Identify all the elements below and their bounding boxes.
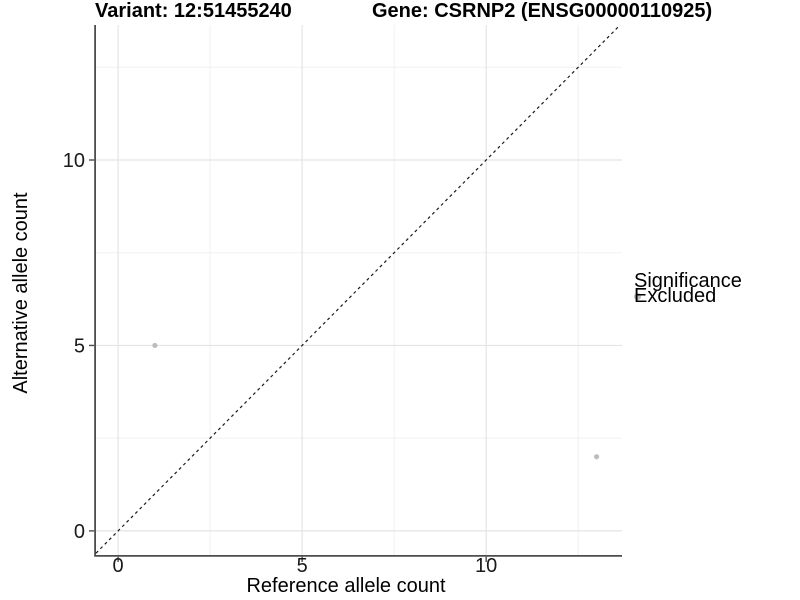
x-tick-label: 0 [113, 555, 124, 577]
y-axis-title: Alternative allele count [10, 192, 32, 394]
legend-title: Significance [634, 270, 742, 292]
variant-title: Variant: 12:51455240 [95, 0, 292, 22]
legend-item-label: Excluded [634, 285, 717, 307]
identity-dashed-line [95, 24, 621, 554]
legend-item-excluded: Excluded [634, 286, 794, 307]
gene-title: Gene: CSRNP2 (ENSG00000110925) [372, 0, 713, 22]
legend: Significance Excluded [634, 270, 794, 307]
data-point [152, 342, 158, 349]
x-tick-label: 5 [297, 555, 308, 577]
x-axis-title: Reference allele count [246, 575, 446, 597]
data-point [594, 454, 600, 460]
y-tick-label: 5 [74, 335, 85, 357]
y-tick-label: 10 [63, 150, 85, 172]
legend-marker-circle-icon [634, 293, 641, 300]
x-tick-label: 10 [475, 555, 497, 577]
y-tick-label: 0 [74, 521, 85, 543]
